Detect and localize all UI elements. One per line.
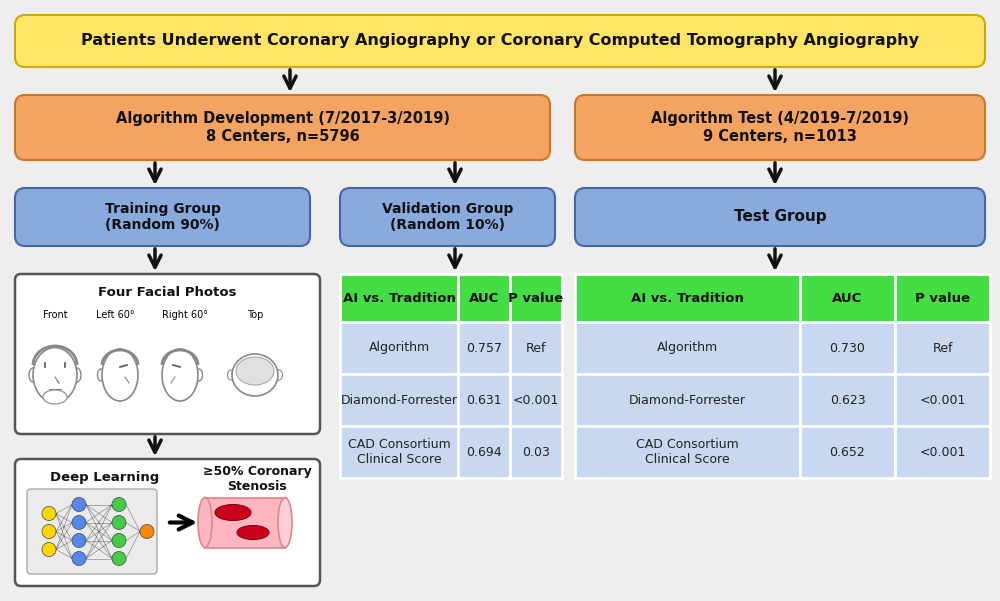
Ellipse shape <box>98 369 104 381</box>
Text: 0.623: 0.623 <box>830 394 865 406</box>
FancyBboxPatch shape <box>340 274 458 322</box>
Circle shape <box>140 525 154 538</box>
Circle shape <box>72 516 86 529</box>
Circle shape <box>42 543 56 557</box>
Text: Ref: Ref <box>932 341 953 355</box>
FancyBboxPatch shape <box>510 426 562 478</box>
FancyBboxPatch shape <box>458 274 510 322</box>
Text: Ref: Ref <box>526 341 546 355</box>
Circle shape <box>72 552 86 566</box>
FancyBboxPatch shape <box>510 322 562 374</box>
Text: CAD Consortium
Clinical Score: CAD Consortium Clinical Score <box>636 438 739 466</box>
Ellipse shape <box>215 504 251 520</box>
Text: Left 60°: Left 60° <box>96 310 134 320</box>
Text: 0.652: 0.652 <box>830 445 865 459</box>
Text: Algorithm Development (7/2017-3/2019)
8 Centers, n=5796: Algorithm Development (7/2017-3/2019) 8 … <box>116 111 450 144</box>
FancyBboxPatch shape <box>340 322 458 374</box>
Ellipse shape <box>102 349 138 401</box>
FancyBboxPatch shape <box>895 374 990 426</box>
Circle shape <box>112 498 126 511</box>
Text: AUC: AUC <box>469 291 499 305</box>
FancyBboxPatch shape <box>895 322 990 374</box>
Text: Four Facial Photos: Four Facial Photos <box>98 285 237 299</box>
FancyBboxPatch shape <box>458 374 510 426</box>
FancyBboxPatch shape <box>575 322 800 374</box>
FancyBboxPatch shape <box>458 322 510 374</box>
FancyBboxPatch shape <box>575 426 800 478</box>
Text: Training Group
(Random 90%): Training Group (Random 90%) <box>105 202 220 232</box>
FancyBboxPatch shape <box>800 426 895 478</box>
Ellipse shape <box>236 357 274 385</box>
Text: Algorithm Test (4/2019-7/2019)
9 Centers, n=1013: Algorithm Test (4/2019-7/2019) 9 Centers… <box>651 111 909 144</box>
Text: <0.001: <0.001 <box>513 394 559 406</box>
Text: AUC: AUC <box>832 291 863 305</box>
Circle shape <box>42 507 56 520</box>
FancyBboxPatch shape <box>575 95 985 160</box>
Text: <0.001: <0.001 <box>919 445 966 459</box>
FancyBboxPatch shape <box>15 188 310 246</box>
Ellipse shape <box>33 347 77 403</box>
FancyBboxPatch shape <box>800 274 895 322</box>
Text: 0.631: 0.631 <box>466 394 502 406</box>
Text: CAD Consortium
Clinical Score: CAD Consortium Clinical Score <box>348 438 450 466</box>
FancyBboxPatch shape <box>340 374 458 426</box>
Circle shape <box>72 498 86 511</box>
FancyBboxPatch shape <box>800 322 895 374</box>
Text: P value: P value <box>915 291 970 305</box>
Text: Test Group: Test Group <box>734 210 826 225</box>
Text: Patients Underwent Coronary Angiography or Coronary Computed Tomography Angiogra: Patients Underwent Coronary Angiography … <box>81 34 919 49</box>
Text: Right 60°: Right 60° <box>162 310 208 320</box>
FancyBboxPatch shape <box>510 374 562 426</box>
Ellipse shape <box>278 498 292 548</box>
FancyBboxPatch shape <box>340 426 458 478</box>
Ellipse shape <box>43 390 67 404</box>
Circle shape <box>42 525 56 538</box>
FancyBboxPatch shape <box>895 426 990 478</box>
FancyBboxPatch shape <box>575 374 800 426</box>
Circle shape <box>112 516 126 529</box>
Circle shape <box>112 534 126 548</box>
FancyBboxPatch shape <box>15 459 320 586</box>
Text: Algorithm: Algorithm <box>657 341 718 355</box>
Bar <box>205 498 285 548</box>
Ellipse shape <box>73 368 81 382</box>
Text: ≥50% Coronary
Stenosis: ≥50% Coronary Stenosis <box>203 465 311 493</box>
FancyBboxPatch shape <box>15 95 550 160</box>
Text: 0.757: 0.757 <box>466 341 502 355</box>
Ellipse shape <box>228 370 234 380</box>
Text: AI vs. Tradition: AI vs. Tradition <box>343 291 455 305</box>
Text: Diamond-Forrester: Diamond-Forrester <box>340 394 458 406</box>
Text: <0.001: <0.001 <box>919 394 966 406</box>
FancyBboxPatch shape <box>340 188 555 246</box>
FancyBboxPatch shape <box>15 15 985 67</box>
Text: Validation Group
(Random 10%): Validation Group (Random 10%) <box>382 202 513 232</box>
Text: 0.694: 0.694 <box>466 445 502 459</box>
FancyBboxPatch shape <box>800 374 895 426</box>
Text: Algorithm: Algorithm <box>368 341 430 355</box>
Text: Top: Top <box>247 310 263 320</box>
FancyBboxPatch shape <box>15 274 320 434</box>
Circle shape <box>112 552 126 566</box>
Ellipse shape <box>198 498 212 548</box>
FancyBboxPatch shape <box>895 274 990 322</box>
Text: AI vs. Tradition: AI vs. Tradition <box>631 291 744 305</box>
Text: Front: Front <box>43 310 67 320</box>
FancyBboxPatch shape <box>458 426 510 478</box>
Text: P value: P value <box>508 291 564 305</box>
Ellipse shape <box>276 370 283 380</box>
Text: Diamond-Forrester: Diamond-Forrester <box>629 394 746 406</box>
Text: Deep Learning: Deep Learning <box>50 471 160 483</box>
Circle shape <box>72 534 86 548</box>
Ellipse shape <box>196 369 202 381</box>
FancyBboxPatch shape <box>510 274 562 322</box>
Ellipse shape <box>162 349 198 401</box>
FancyBboxPatch shape <box>575 274 800 322</box>
Text: 0.730: 0.730 <box>830 341 865 355</box>
FancyBboxPatch shape <box>575 188 985 246</box>
Ellipse shape <box>232 354 278 396</box>
Bar <box>205 498 285 548</box>
Ellipse shape <box>29 368 37 382</box>
FancyBboxPatch shape <box>27 489 157 574</box>
Ellipse shape <box>237 525 269 540</box>
Text: 0.03: 0.03 <box>522 445 550 459</box>
